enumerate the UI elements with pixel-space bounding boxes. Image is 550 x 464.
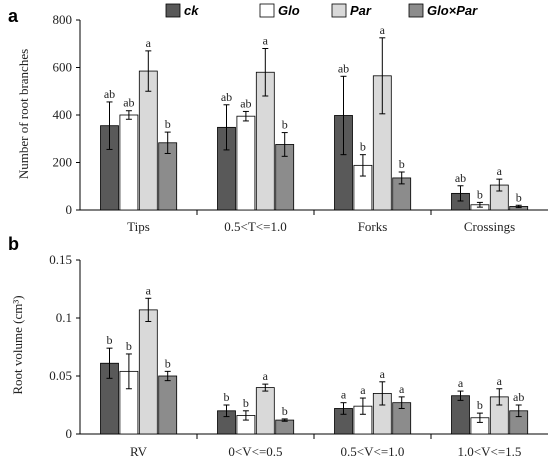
significance-letter: b [243,396,249,410]
bar [119,114,139,211]
significance-letter: b [165,356,171,370]
panel-label-b: b [8,234,19,254]
y-tick-label: 0.1 [56,310,72,325]
bar [451,395,470,435]
significance-letter: a [146,283,152,297]
bar [236,115,256,211]
significance-letter: b [282,118,288,132]
significance-letter: a [380,367,386,381]
significance-letter: a [360,383,366,397]
significance-letter: ab [123,96,134,110]
x-tick-label: Forks [358,219,388,234]
legend-swatch-glo [259,3,275,18]
significance-letter: a [263,369,269,383]
significance-letter: b [224,390,230,404]
bar [255,387,275,435]
y-tick-label: 200 [53,155,73,170]
y-tick-label: 0 [66,426,73,441]
panel-label-a: a [8,6,19,26]
legend-label-glo: Glo [278,3,300,18]
y-tick-label: 400 [53,107,73,122]
significance-letter: b [126,339,132,353]
bar [138,70,158,211]
y-tick-label: 0.05 [49,368,72,383]
significance-letter: a [380,23,386,37]
bar [138,309,158,435]
x-tick-label: Tips [127,219,150,234]
significance-letter: b [477,398,483,412]
significance-letter: b [282,404,288,418]
significance-letter: b [165,117,171,131]
significance-letter: b [477,187,483,201]
bar [158,375,178,435]
y-axis-title-b: Root volume (cm³) [10,295,25,394]
legend-swatch-glo-par [408,3,424,18]
x-tick-label: 1.0<V<=1.5 [458,444,522,459]
legend-label-glo-par: Glo×Par [427,3,478,18]
x-tick-label: 0.5<V<=1.0 [341,444,405,459]
y-axis-title-a: Number of root branches [16,49,31,179]
significance-letter: ab [104,87,115,101]
significance-letter: ab [221,90,232,104]
significance-letter: a [263,34,269,48]
significance-letter: a [497,164,503,178]
significance-letter: a [458,376,464,390]
significance-letter: a [399,382,405,396]
significance-letter: a [146,36,152,50]
y-tick-label: 800 [53,12,73,27]
bar [275,419,295,435]
legend-swatch-ck [165,3,181,18]
significance-letter: ab [338,61,349,75]
legend: ck Glo Par Glo×Par [165,3,478,18]
significance-letter: ab [513,390,524,404]
x-tick-label: RV [130,444,148,459]
significance-letter: b [516,190,522,204]
significance-letter: a [341,388,347,402]
y-tick-label: 600 [53,60,73,75]
significance-letter: a [497,374,503,388]
x-tick-label: 0.5<T<=1.0 [224,219,286,234]
significance-letter: ab [240,96,251,110]
x-tick-label: 0<V<=0.5 [228,444,282,459]
significance-letter: b [107,333,113,347]
y-tick-label: 0.15 [49,252,72,267]
significance-letter: ab [455,171,466,185]
significance-letter: b [399,157,405,171]
significance-letter: b [360,140,366,154]
legend-label-par: Par [350,3,372,18]
y-tick-label: 0 [66,202,73,217]
legend-swatch-par [331,3,347,18]
legend-label-ck: ck [184,3,199,18]
x-tick-label: Crossings [464,219,515,234]
